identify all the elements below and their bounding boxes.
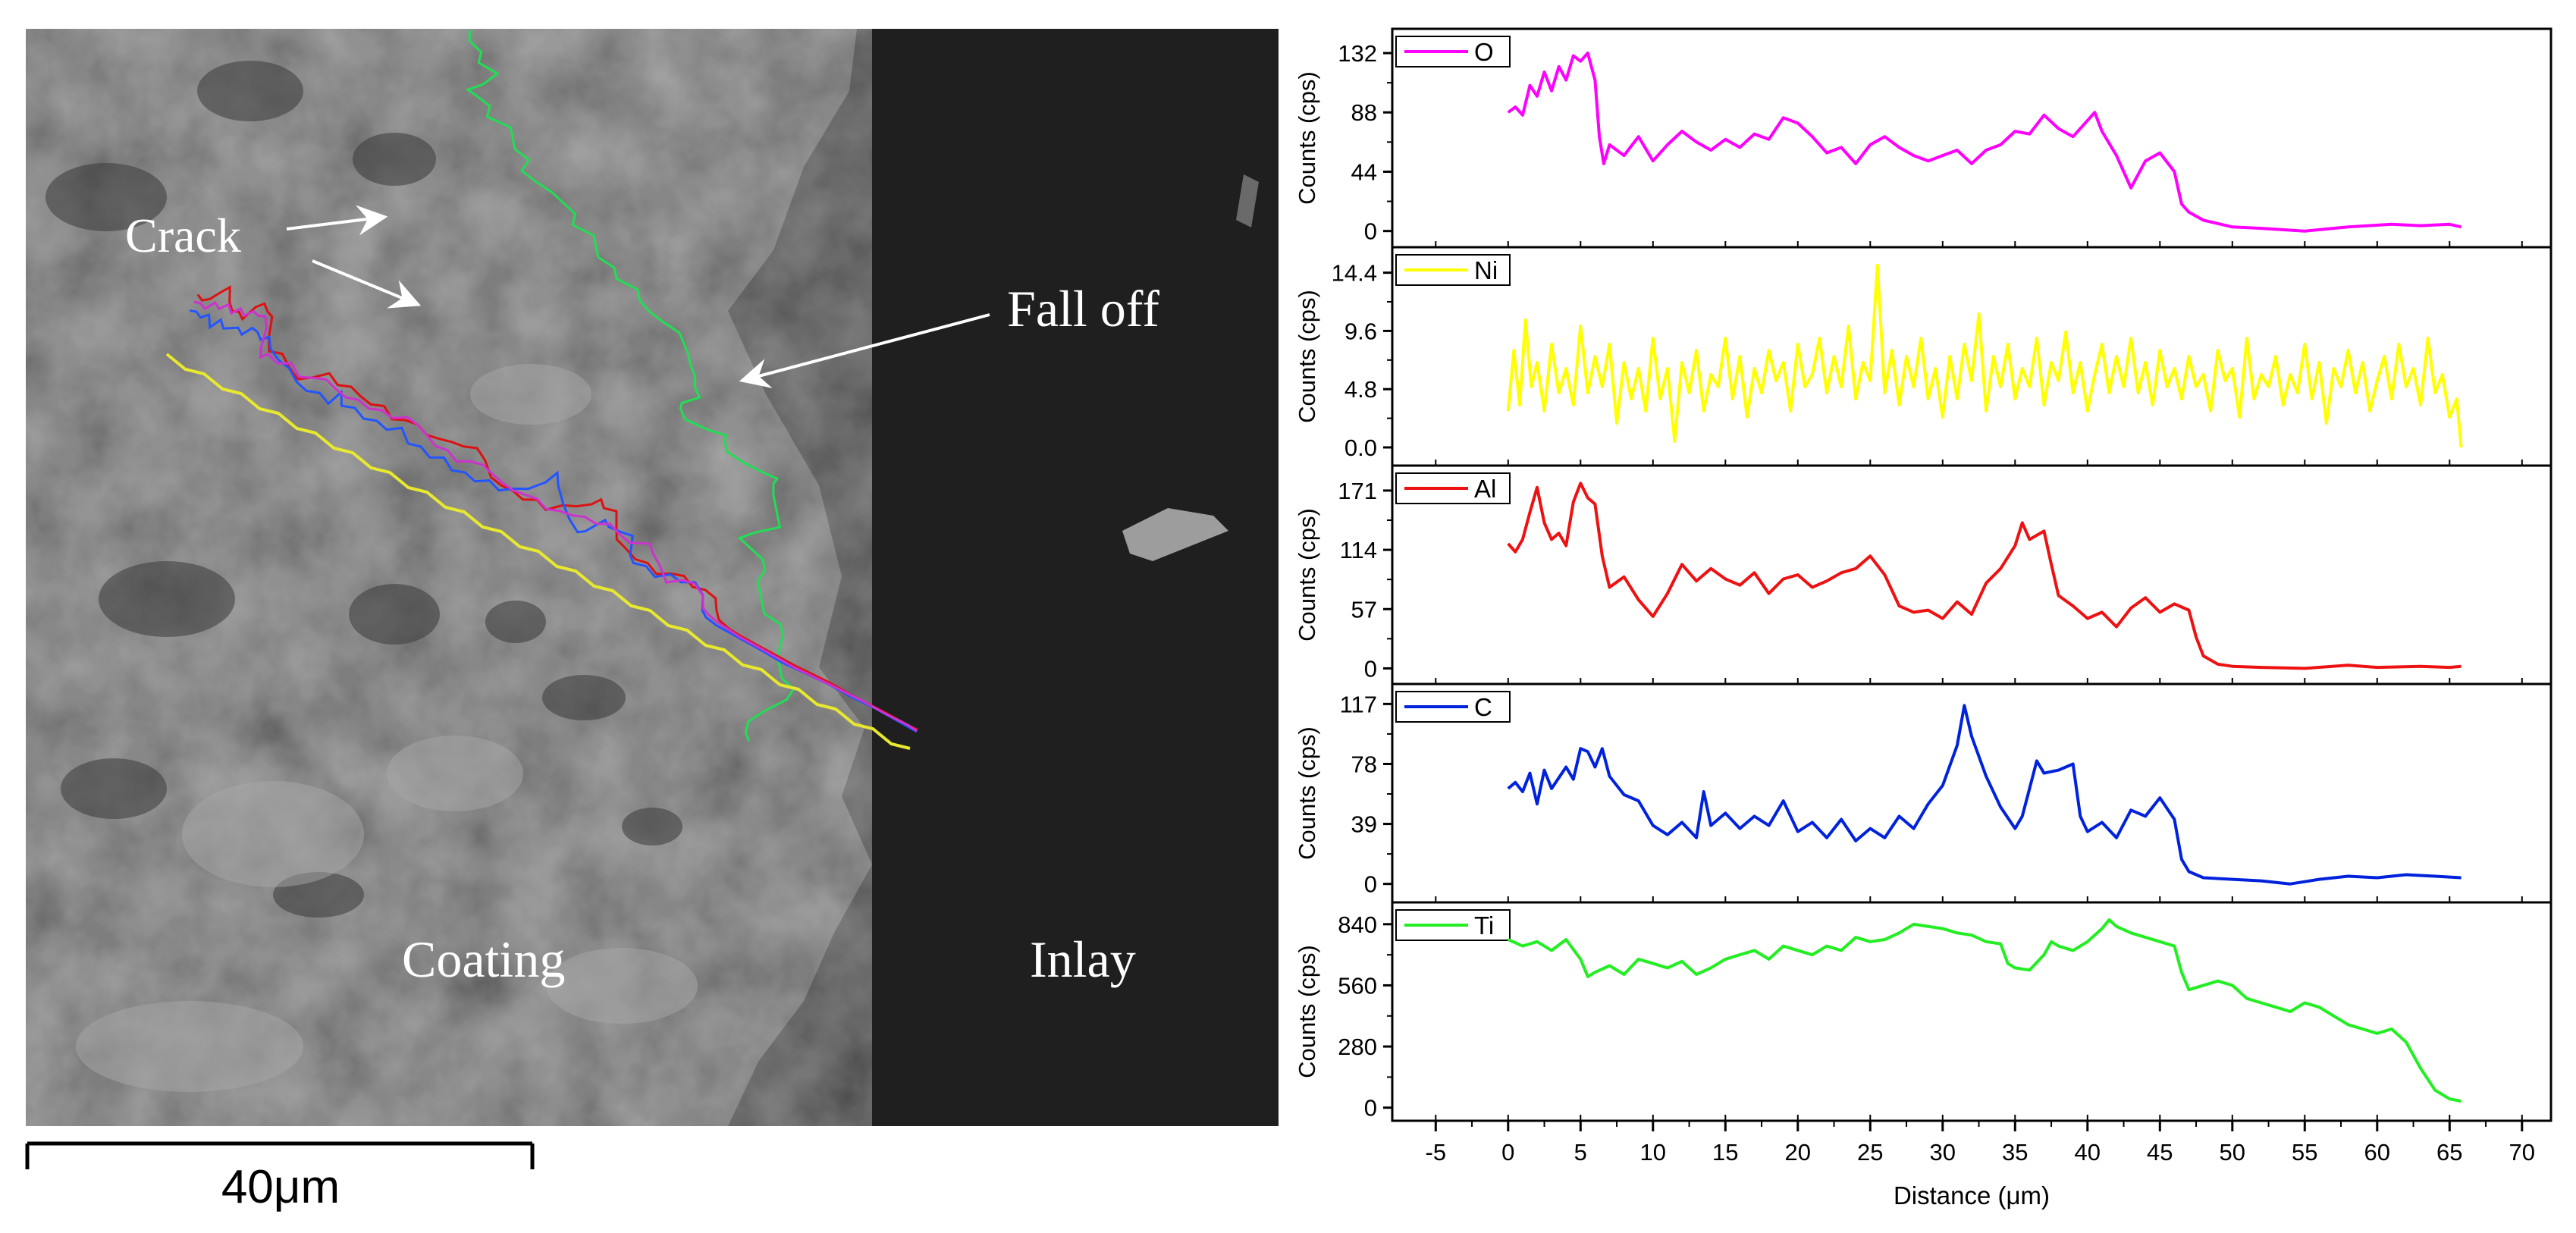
panel-frame-c (1391, 682, 2552, 904)
ytick-label-o-2: 88 (1351, 99, 1377, 126)
ytick-label-ni-3: 14.4 (1332, 260, 1377, 287)
legend-label-o: O (1474, 38, 1494, 66)
legend-label-ti: Ti (1474, 911, 1494, 940)
scale-bar (25, 1141, 535, 1169)
scale-bar-label: 40μm (221, 1161, 340, 1213)
overlay-o-profile (193, 300, 918, 733)
xtick-label-13: 60 (2364, 1139, 2390, 1166)
xtick-label-7: 30 (1930, 1139, 1956, 1166)
panel-frame-al (1391, 464, 2552, 686)
xtick-label-4: 15 (1712, 1139, 1738, 1166)
ytick-label-al-3: 171 (1338, 478, 1377, 504)
legend-label-ni: Ni (1474, 256, 1498, 284)
series-line-ti (1507, 918, 2461, 1103)
xtick-label-10: 45 (2147, 1139, 2173, 1166)
overlay-ti-profile (465, 30, 795, 742)
ytick-label-o-1: 44 (1351, 158, 1377, 185)
xtick-label-15: 70 (2509, 1139, 2535, 1166)
series-line-al (1507, 482, 2461, 670)
xtick-label-3: 10 (1640, 1139, 1666, 1166)
panel-ti: 0 280 560 840 Counts (cps) Ti (1294, 901, 2552, 1122)
legend-ni: Ni (1395, 254, 1511, 286)
ytick-label-c-3: 117 (1340, 691, 1377, 717)
ylabel-o: Counts (cps) (1294, 71, 1320, 205)
panel-c: 0 39 78 117 Counts (cps) C (1294, 682, 2552, 904)
fall-off-arrow (739, 313, 990, 388)
panel-o: 0 44 88 132 Counts (cps) O (1294, 27, 2552, 249)
inlay-edge (1236, 174, 1259, 227)
panel-frame-ni (1391, 246, 2552, 467)
panel-ni: 0.0 4.8 9.6 14.4 Counts (cps) Ni (1294, 246, 2552, 467)
xtick-label-12: 55 (2292, 1139, 2317, 1166)
ytick-label-ni-0: 0.0 (1344, 435, 1377, 461)
ytick-label-al-2: 114 (1340, 537, 1377, 563)
xtick-label-2: 5 (1574, 1139, 1587, 1166)
ytick-label-ti-3: 840 (1338, 911, 1377, 938)
coating-highlights (76, 364, 698, 1092)
ytick-label-ti-2: 560 (1338, 972, 1377, 999)
xtick-label-9: 40 (2075, 1139, 2101, 1166)
ytick-label-c-0: 0 (1364, 871, 1377, 898)
ytick-label-c-2: 78 (1351, 751, 1377, 777)
ytick-label-o-0: 0 (1364, 218, 1377, 245)
legend-o: O (1395, 36, 1511, 67)
legend-al: Al (1395, 472, 1511, 504)
panel-frame-ti (1391, 901, 2552, 1122)
ylabel-c: Counts (cps) (1294, 726, 1320, 860)
ylabel-ti: Counts (cps) (1294, 945, 1320, 1078)
xtick-label-8: 35 (2002, 1139, 2028, 1166)
ytick-label-al-1: 57 (1351, 596, 1377, 623)
xtick-label-5: 20 (1785, 1139, 1811, 1166)
legend-c: C (1395, 691, 1511, 723)
label-coating: Coating (402, 930, 565, 988)
xtick-label-14: 65 (2436, 1139, 2462, 1166)
label-crack: Crack (125, 209, 241, 262)
ylabel-ni: Counts (cps) (1294, 290, 1320, 423)
panel-frame-o (1391, 27, 2552, 249)
ytick-label-ni-1: 4.8 (1344, 376, 1377, 403)
sem-micrograph: Crack Fall off Coating Inlay 40μm (25, 29, 1279, 1213)
ylabel-al: Counts (cps) (1294, 508, 1320, 642)
legend-ti: Ti (1395, 909, 1511, 941)
series-line-c (1507, 704, 2461, 886)
ytick-label-ni-2: 9.6 (1344, 318, 1377, 344)
xtick-label-0: -5 (1426, 1139, 1447, 1166)
series-line-o (1507, 52, 2462, 233)
inlay-particle (1122, 508, 1228, 561)
ytick-label-o-3: 132 (1338, 40, 1377, 67)
x-axis-label: Distance (μm) (1894, 1181, 2050, 1209)
xtick-label-6: 25 (1857, 1139, 1883, 1166)
ytick-label-ti-0: 0 (1364, 1095, 1377, 1122)
crack-arrow-1 (286, 205, 388, 236)
xtick-label-11: 50 (2220, 1139, 2245, 1166)
ytick-label-c-1: 39 (1351, 811, 1377, 838)
xtick-label-1: 0 (1501, 1139, 1514, 1166)
overlay-scan-line (165, 353, 911, 750)
ytick-label-ti-1: 280 (1338, 1034, 1377, 1060)
crack-arrow-2 (312, 259, 422, 309)
ytick-label-al-0: 0 (1364, 655, 1377, 682)
series-line-ni (1506, 264, 2463, 448)
panel-al: 0 57 114 171 Counts (cps) Al (1294, 464, 2552, 686)
legend-label-c: C (1474, 693, 1492, 721)
label-fall-off: Fall off (1007, 280, 1159, 337)
label-inlay: Inlay (1030, 930, 1136, 988)
legend-label-al: Al (1474, 475, 1496, 503)
